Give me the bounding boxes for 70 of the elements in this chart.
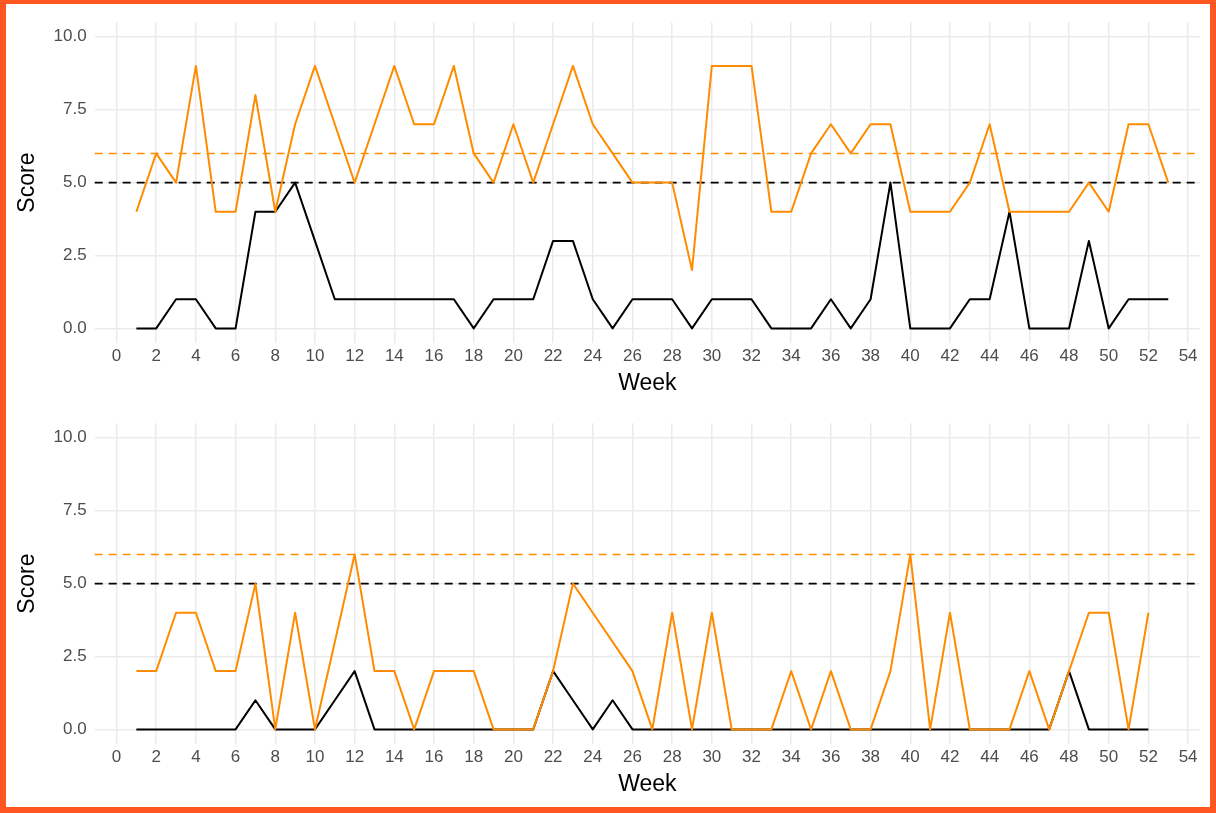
x-tick-label: 28 xyxy=(662,746,682,766)
x-tick-label: 24 xyxy=(583,746,603,766)
x-tick-label: 36 xyxy=(821,746,841,766)
x-tick-label: 10 xyxy=(305,345,325,365)
x-tick-label: 28 xyxy=(662,345,682,365)
x-tick-label: 26 xyxy=(623,746,642,766)
x-tick-label: 12 xyxy=(345,746,365,766)
x-tick-label: 16 xyxy=(424,345,444,365)
x-tick-label: 14 xyxy=(384,345,404,365)
x-tick-label: 50 xyxy=(1099,746,1119,766)
y-tick-label: 7.5 xyxy=(63,99,87,119)
x-tick-label: 44 xyxy=(980,746,1000,766)
x-tick-label: 54 xyxy=(1178,345,1198,365)
y-tick-label: 2.5 xyxy=(63,646,87,666)
x-tick-label: 52 xyxy=(1138,746,1158,766)
x-tick-label: 36 xyxy=(821,345,841,365)
x-tick-label: 12 xyxy=(345,345,365,365)
x-tick-label: 46 xyxy=(1019,345,1039,365)
x-tick-label: 4 xyxy=(191,345,201,365)
x-tick-label: 40 xyxy=(900,746,920,766)
x-tick-label: 16 xyxy=(424,746,444,766)
x-axis-title: Week xyxy=(618,769,678,796)
y-tick-label: 2.5 xyxy=(63,245,87,265)
y-axis-title: Score xyxy=(13,553,40,614)
x-tick-label: 34 xyxy=(781,345,801,365)
x-tick-label: 32 xyxy=(742,746,761,766)
x-tick-label: 22 xyxy=(543,345,563,365)
x-tick-label: 30 xyxy=(702,746,722,766)
y-tick-label: 5.0 xyxy=(63,573,87,593)
x-tick-label: 48 xyxy=(1059,746,1079,766)
x-tick-label: 2 xyxy=(151,345,161,365)
x-tick-label: 18 xyxy=(464,345,484,365)
y-tick-label: 0.0 xyxy=(63,719,87,739)
x-tick-label: 48 xyxy=(1059,345,1079,365)
x-tick-label: 26 xyxy=(623,345,642,365)
x-tick-label: 14 xyxy=(384,746,404,766)
x-tick-label: 42 xyxy=(940,746,960,766)
x-tick-label: 10 xyxy=(305,746,325,766)
y-tick-label: 5.0 xyxy=(63,172,87,192)
x-tick-label: 20 xyxy=(503,746,523,766)
y-tick-label: 10.0 xyxy=(53,26,87,46)
x-tick-label: 30 xyxy=(702,345,722,365)
x-tick-label: 20 xyxy=(503,345,523,365)
x-tick-label: 38 xyxy=(861,746,881,766)
x-tick-label: 38 xyxy=(861,345,881,365)
x-tick-label: 18 xyxy=(464,746,484,766)
x-tick-label: 50 xyxy=(1099,345,1119,365)
x-tick-label: 6 xyxy=(230,345,241,365)
x-tick-label: 22 xyxy=(543,746,563,766)
x-tick-label: 44 xyxy=(980,345,1000,365)
x-tick-label: 24 xyxy=(583,345,603,365)
x-tick-label: 52 xyxy=(1138,345,1158,365)
x-tick-label: 8 xyxy=(270,746,280,766)
x-tick-label: 54 xyxy=(1178,746,1198,766)
x-tick-label: 4 xyxy=(191,746,201,766)
x-tick-label: 0 xyxy=(111,746,122,766)
y-tick-label: 7.5 xyxy=(63,500,87,520)
x-axis-title: Week xyxy=(618,368,678,395)
y-tick-label: 0.0 xyxy=(63,318,87,338)
x-tick-label: 46 xyxy=(1019,746,1039,766)
x-tick-label: 8 xyxy=(270,345,280,365)
x-tick-label: 34 xyxy=(781,746,801,766)
y-tick-label: 10.0 xyxy=(53,427,87,447)
x-tick-label: 42 xyxy=(940,345,960,365)
x-tick-label: 2 xyxy=(151,746,161,766)
y-axis-title: Score xyxy=(13,152,40,213)
x-tick-label: 40 xyxy=(900,345,920,365)
x-tick-label: 6 xyxy=(230,746,241,766)
x-tick-label: 0 xyxy=(111,345,122,365)
x-tick-label: 32 xyxy=(742,345,761,365)
